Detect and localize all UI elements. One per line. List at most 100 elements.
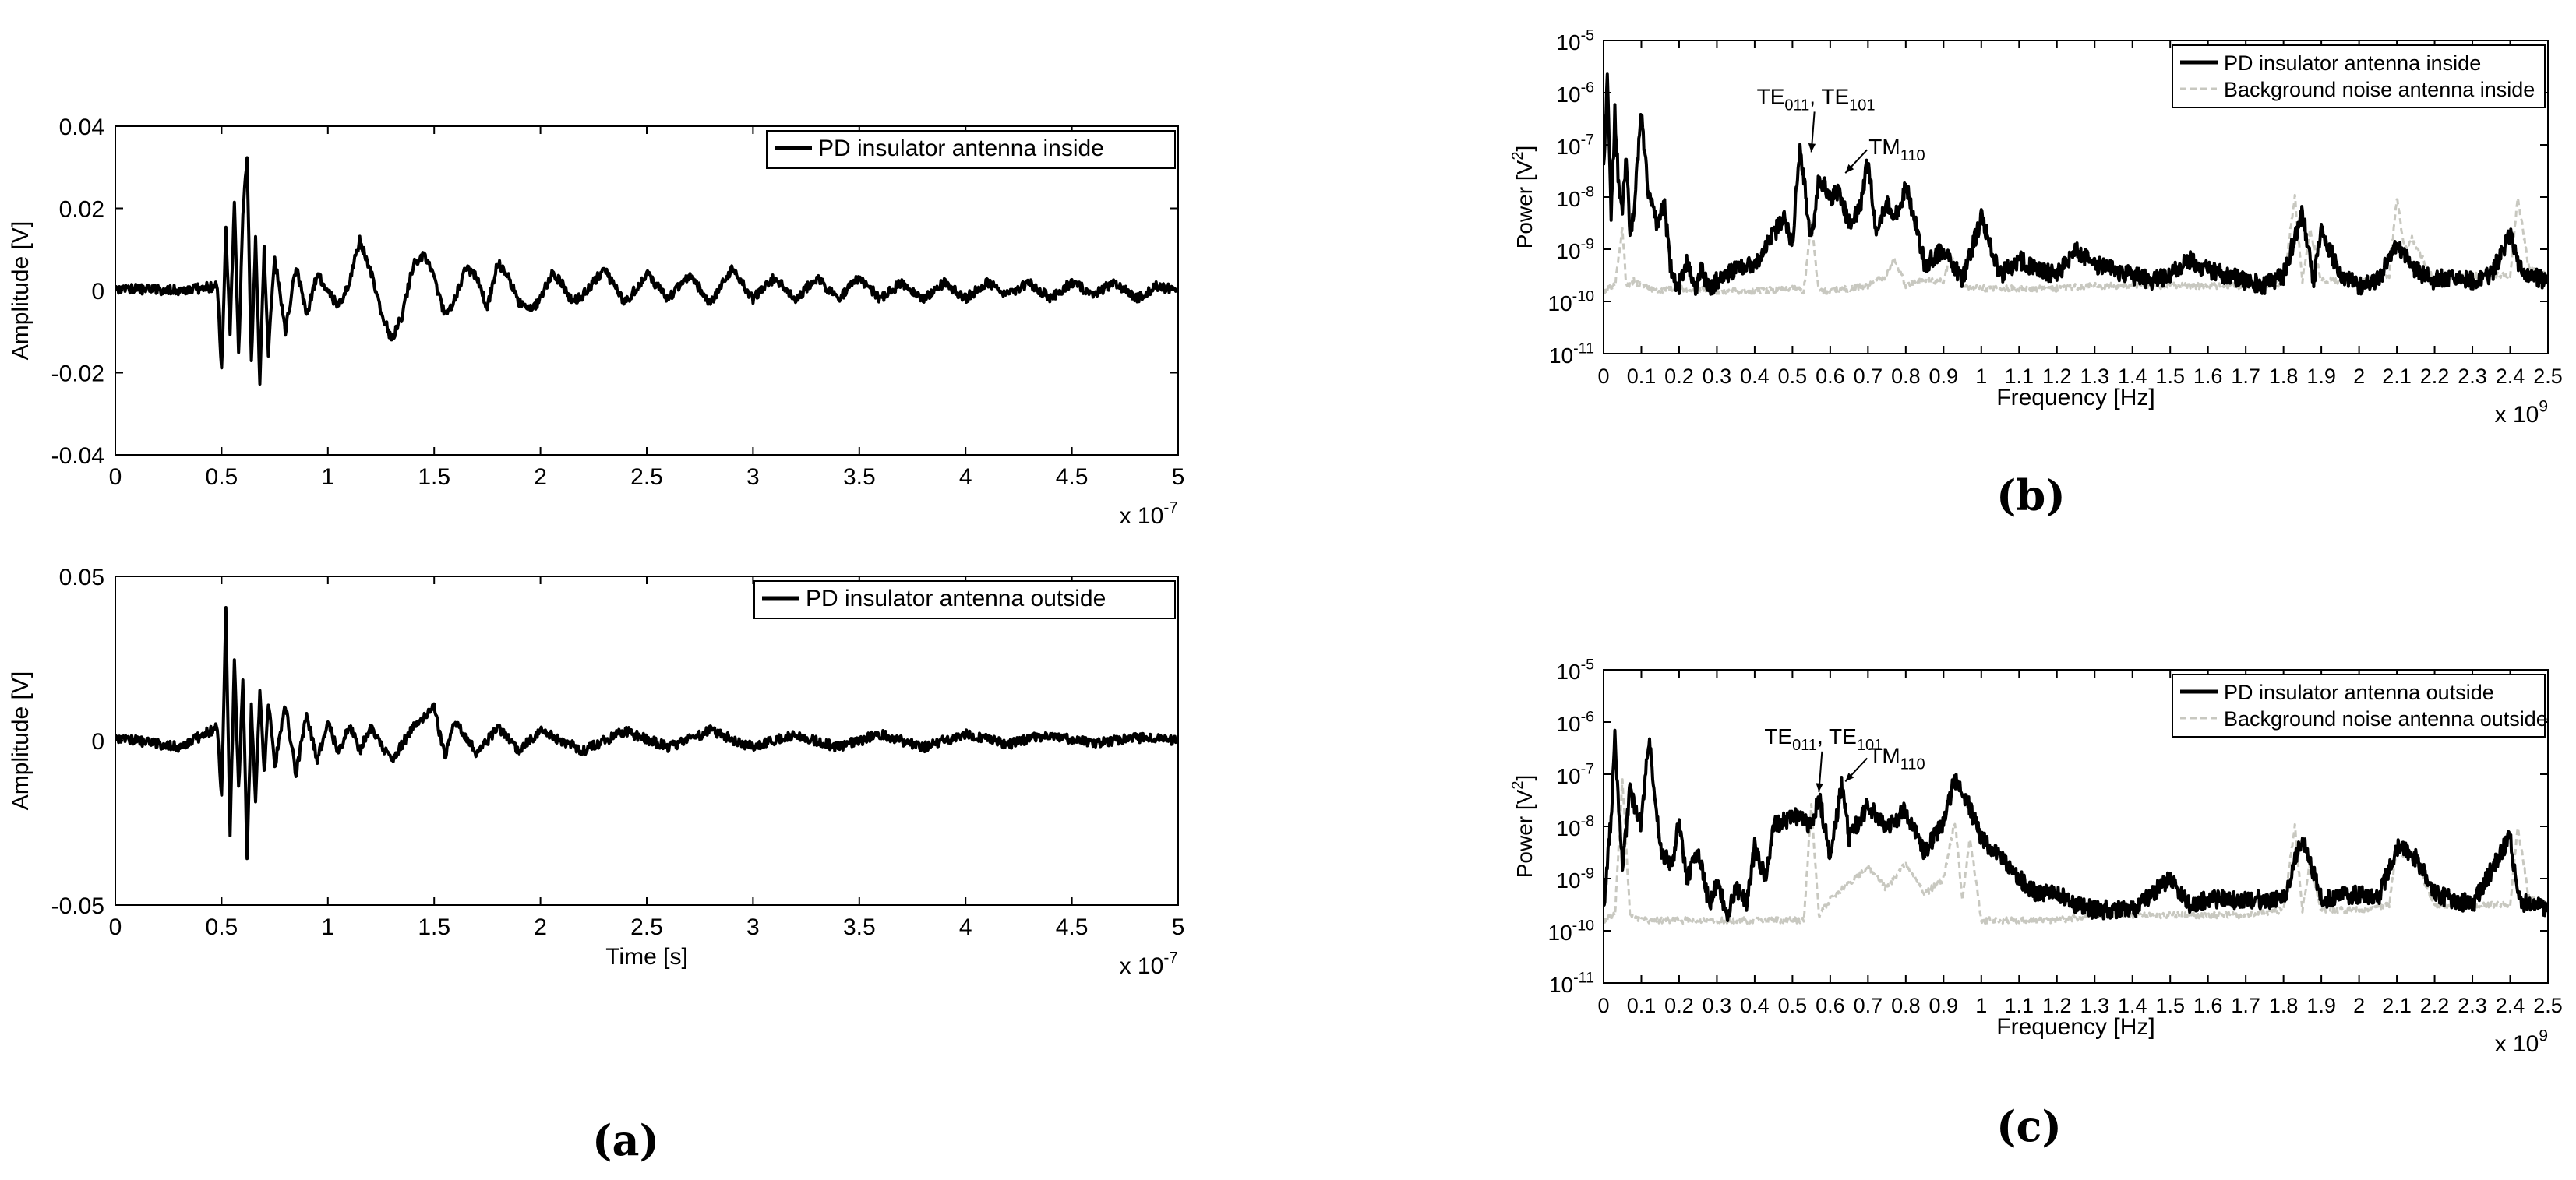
x-tick-label: 0.8 bbox=[1891, 365, 1921, 388]
x-tick-label: 1 bbox=[1975, 994, 1987, 1017]
caption-a: (a) bbox=[592, 1115, 660, 1165]
x-tick-label: 0.6 bbox=[1816, 365, 1845, 388]
y-tick-label: 10-10 bbox=[1548, 917, 1595, 945]
x-tick-label: 2 bbox=[534, 464, 547, 490]
annotation-label: TM110 bbox=[1868, 743, 1925, 773]
x-tick-label: 1.7 bbox=[2231, 994, 2260, 1017]
x-tick-label: 2.1 bbox=[2382, 365, 2412, 388]
x-tick-label: 0.4 bbox=[1740, 365, 1770, 388]
y-axis-label-group: Power [V2] bbox=[1509, 146, 1537, 249]
x-tick-label: 2.5 bbox=[630, 464, 663, 490]
x-tick-label: 0.5 bbox=[206, 914, 238, 940]
legend-entry: PD insulator antenna outside bbox=[2224, 681, 2494, 704]
x-axis-label: Time [s] bbox=[605, 944, 688, 970]
x-tick-label: 3 bbox=[746, 914, 760, 940]
x-tick-label: 1.4 bbox=[2118, 365, 2147, 388]
x-tick-label: 0 bbox=[1597, 994, 1609, 1017]
x-tick-label: 4.5 bbox=[1056, 914, 1089, 940]
x-tick-label: 1.2 bbox=[2042, 365, 2072, 388]
y-tick-label: 0.05 bbox=[59, 565, 104, 590]
y-tick-label: -0.02 bbox=[51, 361, 104, 387]
x-tick-label: 2.5 bbox=[2533, 365, 2563, 388]
y-axis-label: Power [V2] bbox=[1509, 775, 1537, 879]
y-tick-label: 0.04 bbox=[59, 114, 104, 140]
caption-b: (b) bbox=[1996, 470, 2066, 520]
x-tick-label: 0.1 bbox=[1627, 365, 1657, 388]
legend-box bbox=[2172, 674, 2546, 738]
y-tick-label: 10-5 bbox=[1556, 26, 1594, 55]
y-tick-label: 10-6 bbox=[1556, 79, 1594, 107]
x-tick-label: 0.2 bbox=[1664, 994, 1694, 1017]
x-multiplier: x 109 bbox=[2495, 398, 2548, 428]
x-tick-label: 4 bbox=[959, 914, 972, 940]
x-tick-label: 1.4 bbox=[2118, 994, 2147, 1017]
x-tick-label: 0.5 bbox=[206, 464, 238, 490]
x-tick-label: 1.1 bbox=[2005, 994, 2034, 1017]
x-tick-label: 0 bbox=[109, 464, 122, 490]
legend-entry: Background noise antenna inside bbox=[2224, 78, 2535, 101]
legend-entry: PD insulator antenna inside bbox=[2224, 51, 2481, 75]
x-axis-label: Frequency [Hz] bbox=[1996, 1014, 2154, 1040]
x-tick-label: 3 bbox=[746, 464, 760, 490]
annotation-label: TE011, TE101 bbox=[1764, 724, 1883, 754]
legend-entry: Background noise antenna outside bbox=[2224, 707, 2548, 731]
x-tick-label: 1.8 bbox=[2269, 994, 2299, 1017]
annotation-arrowhead bbox=[1816, 783, 1823, 792]
x-tick-label: 0.1 bbox=[1627, 994, 1657, 1017]
y-tick-label: 10-7 bbox=[1556, 131, 1594, 159]
x-tick-label: 0.2 bbox=[1664, 365, 1694, 388]
x-tick-label: 5 bbox=[1172, 464, 1185, 490]
annotation-label: TM110 bbox=[1868, 135, 1925, 164]
legend-box bbox=[2172, 44, 2546, 108]
x-multiplier: x 10-7 bbox=[1120, 499, 1178, 530]
x-multiplier: x 109 bbox=[2495, 1027, 2548, 1058]
x-tick-label: 2.1 bbox=[2382, 994, 2412, 1017]
x-tick-label: 1.3 bbox=[2080, 365, 2109, 388]
x-multiplier: x 10-7 bbox=[1120, 949, 1178, 980]
x-tick-label: 0.6 bbox=[1816, 994, 1845, 1017]
caption-c: (c) bbox=[1996, 1101, 2062, 1151]
legend-box bbox=[753, 580, 1176, 619]
x-tick-label: 2.2 bbox=[2420, 994, 2450, 1017]
series-line-signal bbox=[115, 606, 1178, 861]
legend-entry: PD insulator antenna inside bbox=[818, 136, 1104, 161]
x-tick-label: 2 bbox=[534, 914, 547, 940]
series-line-signal bbox=[115, 156, 1178, 386]
x-tick-label: 1.8 bbox=[2269, 365, 2299, 388]
x-tick-label: 3.5 bbox=[843, 914, 876, 940]
x-tick-label: 1.5 bbox=[2155, 994, 2185, 1017]
y-axis-label-group: Amplitude [V] bbox=[8, 221, 34, 360]
y-tick-label: -0.04 bbox=[51, 443, 104, 469]
x-tick-label: 2.4 bbox=[2496, 365, 2525, 388]
x-tick-label: 1.5 bbox=[2155, 365, 2185, 388]
x-tick-label: 2.3 bbox=[2458, 365, 2487, 388]
x-tick-label: 0.3 bbox=[1703, 994, 1732, 1017]
x-tick-label: 1.1 bbox=[2005, 365, 2034, 388]
x-tick-label: 1.3 bbox=[2080, 994, 2109, 1017]
y-tick-label: 10-9 bbox=[1556, 235, 1594, 263]
x-tick-label: 0.7 bbox=[1854, 994, 1883, 1017]
x-tick-label: 1 bbox=[321, 464, 334, 490]
y-tick-label: 10-9 bbox=[1556, 865, 1594, 893]
x-tick-label: 1.5 bbox=[418, 464, 450, 490]
annotation-arrowhead bbox=[1845, 773, 1854, 782]
x-tick-label: 4.5 bbox=[1056, 464, 1089, 490]
y-tick-label: 10-10 bbox=[1548, 287, 1595, 315]
series-line-noise bbox=[1604, 778, 2548, 925]
y-tick-label: 0 bbox=[91, 729, 104, 755]
series-line-signal bbox=[1604, 728, 2548, 922]
series-line-signal bbox=[1604, 72, 2548, 296]
x-tick-label: 1.6 bbox=[2193, 994, 2223, 1017]
y-axis-label: Power [V2] bbox=[1509, 146, 1537, 249]
annotation-arrowhead bbox=[1808, 143, 1816, 153]
y-tick-label: 10-8 bbox=[1556, 183, 1594, 211]
x-tick-label: 0.9 bbox=[1929, 365, 1959, 388]
x-tick-label: 1.9 bbox=[2306, 365, 2336, 388]
y-tick-label: 10-5 bbox=[1556, 656, 1594, 684]
annotation-label: TE011, TE101 bbox=[1757, 84, 1876, 114]
x-tick-label: 3.5 bbox=[843, 464, 876, 490]
x-tick-label: 0.5 bbox=[1778, 994, 1808, 1017]
x-tick-label: 0.9 bbox=[1929, 994, 1959, 1017]
